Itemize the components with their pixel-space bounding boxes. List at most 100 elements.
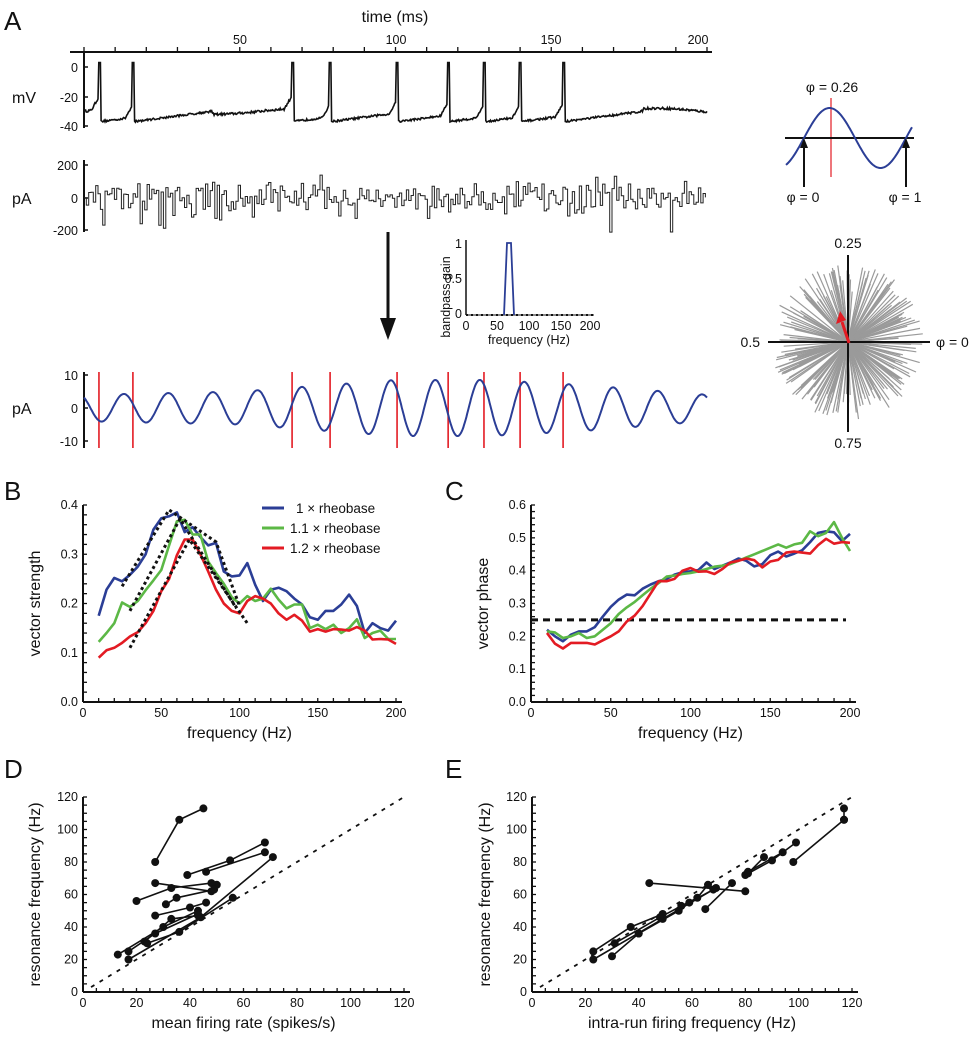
y-axis-label: resonance freqnency (Hz) (477, 802, 494, 986)
polar-spoke (839, 276, 849, 343)
x-axis-label: frequency (Hz) (187, 725, 292, 742)
polar-spoke (847, 341, 885, 389)
x-axis-label: intra-run firing frequency (Hz) (588, 1015, 796, 1032)
data-point (610, 939, 619, 948)
data-point (685, 898, 694, 907)
polar-spoke (847, 341, 895, 370)
polar-spokes (775, 265, 923, 420)
data-point (709, 885, 718, 894)
polar-label-right: φ = 0 (936, 334, 969, 350)
polar-label-left: 0.5 (741, 334, 761, 350)
y-tick-label: 0.0 (61, 695, 78, 709)
polar-spoke (807, 341, 849, 395)
x-tick-label: 40 (183, 996, 197, 1010)
x-axis-label: frequency (Hz) (638, 725, 743, 742)
polar-spoke (847, 341, 864, 405)
data-point (113, 950, 122, 959)
polar-spoke (847, 294, 896, 343)
polar-spoke (791, 341, 849, 363)
polar-spoke (801, 310, 849, 343)
bandpass-inset: bandpass gain 1 0.5 0 0 50 100 150 200 f… (439, 237, 600, 347)
voltage-tick-label: -20 (60, 91, 78, 105)
y-tick-label: 120 (506, 790, 527, 804)
bandpass-ylabel: bandpass gain (439, 256, 453, 337)
polar-spoke (790, 326, 849, 343)
x-tick-label: 150 (307, 706, 328, 720)
panel-a: time (ms) 50 100 150 200 0 -20 -40 mV 20… (12, 9, 969, 451)
time-tick-label: 150 (541, 33, 562, 47)
filtered-tick-label: 10 (64, 369, 78, 383)
data-point (199, 804, 208, 813)
bandpass-xtick: 200 (580, 319, 601, 333)
polar-spoke (788, 341, 849, 379)
x-tick-label: 80 (738, 996, 752, 1010)
y-tick-label: 40 (64, 920, 78, 934)
phase-one-label: φ = 1 (889, 189, 922, 205)
data-point (840, 815, 848, 824)
legend-label: 1.2 × rheobase (290, 541, 380, 556)
polar-spoke (847, 304, 892, 343)
y-tick-label: 60 (64, 888, 78, 902)
down-arrow-icon (380, 318, 396, 340)
polar-spoke (847, 341, 910, 375)
x-tick-label: 0 (80, 996, 87, 1010)
polar-spoke (847, 307, 898, 343)
data-point (589, 947, 598, 956)
data-point (608, 952, 616, 961)
gaussian-fit-dashed (120, 507, 241, 607)
data-point (792, 838, 800, 847)
panel-e: 0 20 40 60 80 100 120 0 20 40 60 80 100 120 intra-run … (477, 790, 862, 1032)
connecting-line (649, 882, 746, 893)
polar-spoke (847, 290, 894, 343)
polar-spoke (789, 295, 849, 343)
y-tick-label: 40 (513, 920, 527, 934)
polar-spoke (847, 267, 864, 343)
data-point (634, 929, 643, 938)
connecting-line (638, 888, 714, 935)
data-point (132, 897, 141, 905)
y-tick-label: 0.0 (509, 695, 526, 709)
polar-spoke (795, 341, 849, 396)
y-tick-label: 80 (513, 855, 527, 869)
x-tick-label: 120 (394, 996, 415, 1010)
data-point (645, 879, 654, 888)
data-point (202, 867, 211, 876)
legend-label: 1.1 × rheobase (290, 521, 380, 536)
polar-spoke (847, 341, 876, 399)
polar-plot: 0.25 0.5 φ = 0 0.75 (741, 235, 970, 451)
x-tick-label: 50 (604, 706, 618, 720)
current-trace (84, 174, 706, 233)
x-tick-label: 0 (528, 706, 535, 720)
data-point (260, 848, 269, 857)
data-point (778, 848, 787, 857)
data-point (704, 880, 712, 889)
panel-letter-d: D (4, 754, 23, 784)
x-tick-label: 150 (760, 706, 781, 720)
panel-letter-e: E (445, 754, 462, 784)
bandpass-ytick: 0 (455, 307, 462, 321)
voltage-tick-label: 0 (71, 61, 78, 75)
x-tick-label: 40 (632, 996, 646, 1010)
y-tick-label: 0.3 (61, 547, 78, 561)
data-point (161, 900, 170, 909)
data-point (701, 905, 710, 914)
y-tick-label: 0.6 (509, 498, 526, 512)
y-tick-label: 0.5 (509, 531, 526, 545)
data-point (228, 893, 237, 902)
polar-spoke (847, 341, 857, 413)
data-point (744, 867, 752, 876)
polar-label-bottom: 0.75 (834, 435, 861, 451)
current-unit-label: pA (12, 191, 32, 208)
time-tick-label: 50 (233, 33, 247, 47)
y-tick-label: 100 (506, 823, 527, 837)
connecting-line (704, 882, 733, 910)
polar-spoke (816, 341, 849, 397)
polar-spoke (837, 341, 849, 413)
data-point (175, 927, 184, 936)
polar-spoke (790, 341, 849, 383)
x-tick-label: 100 (229, 706, 250, 720)
bandpass-ytick: 0.5 (445, 272, 462, 286)
polar-spoke (847, 325, 908, 343)
panel-letter-b: B (4, 476, 21, 506)
polar-spoke (786, 316, 849, 343)
